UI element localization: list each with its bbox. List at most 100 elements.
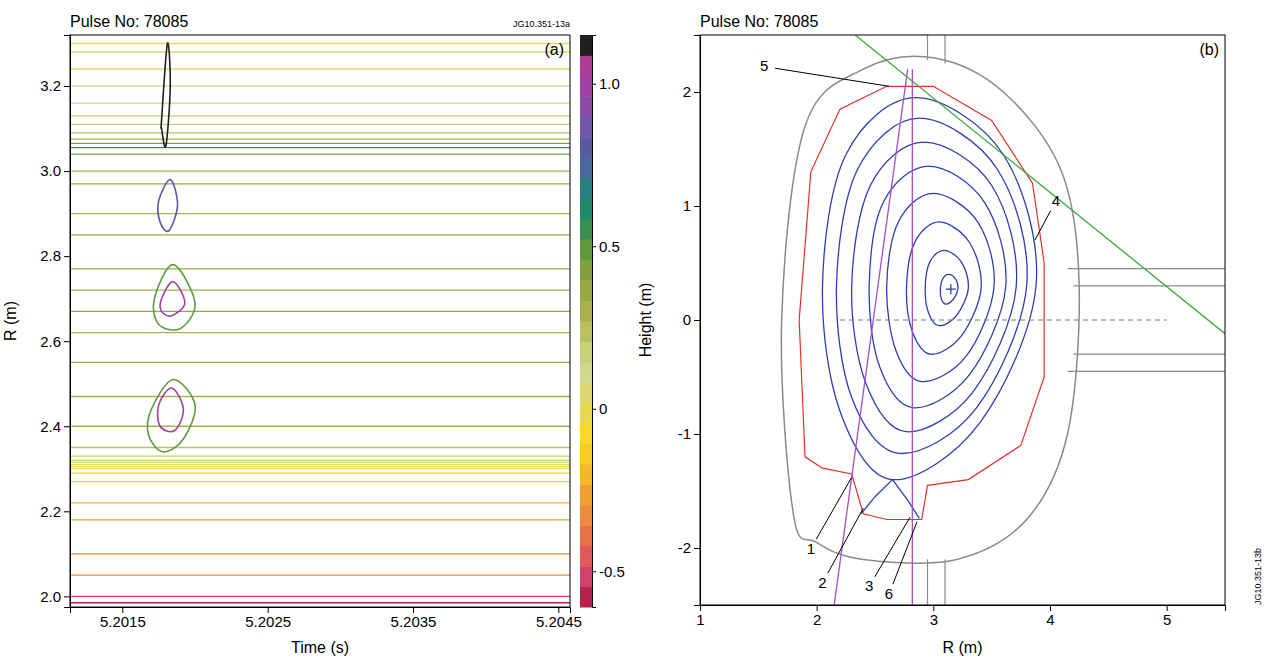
annotation: 2 [818, 574, 826, 591]
tick-label: -2 [678, 539, 691, 556]
tick: 5 [1163, 605, 1171, 628]
colorbar-cell [580, 484, 592, 505]
flux-surface [906, 222, 981, 354]
colorbar-cell [580, 260, 592, 281]
tick: 2 [683, 83, 700, 100]
contour-line [70, 124, 570, 125]
axis-line [694, 36, 701, 606]
tick-mark [592, 409, 596, 410]
tick-label: 1.0 [599, 75, 620, 92]
colorbar-cell [580, 239, 592, 260]
port [944, 35, 945, 64]
contour-line [70, 332, 570, 333]
tick: 3.2 [40, 77, 70, 94]
contour-line [70, 68, 570, 69]
colorbar-cell [580, 321, 592, 342]
contour-line [70, 311, 570, 312]
tick-label: 3.0 [40, 162, 61, 179]
contour-line [70, 447, 570, 448]
contour-line [70, 596, 570, 597]
colorbar-cell [580, 117, 592, 138]
leader-line [828, 508, 864, 573]
sight-line [855, 35, 1225, 334]
tick: -0.5 [592, 563, 625, 580]
x-axis-title: R (m) [943, 639, 983, 656]
title: Pulse No: 78085 [700, 13, 818, 30]
contour-line [70, 466, 570, 467]
tick-mark [64, 596, 70, 597]
colorbar-cell [580, 280, 592, 301]
first-wall [799, 86, 1044, 519]
tick-mark [694, 206, 700, 207]
annotation: 1 [807, 540, 815, 557]
contour-line [70, 455, 570, 456]
annotation: 5 [760, 57, 768, 74]
figure-code: JG10.351-13b [1253, 548, 1263, 605]
contour-line [70, 115, 570, 116]
axis: -0.500.51.0 [592, 36, 625, 608]
colorbar-cell [580, 178, 592, 199]
colorbar-cell [580, 403, 592, 424]
contour-line [70, 464, 570, 465]
title: Pulse No: 78085 [70, 13, 188, 30]
colorbar-cell [580, 587, 592, 608]
colorbar-cell [580, 341, 592, 362]
axis: 5.20155.20255.20355.2045 [71, 607, 582, 630]
contour-blob [161, 43, 170, 147]
tick-mark [694, 92, 700, 93]
tick: 3 [930, 605, 938, 628]
contour-line [70, 602, 570, 603]
contour-line [70, 519, 570, 520]
port [927, 559, 928, 605]
contour-line [70, 143, 570, 144]
tick: 2.2 [40, 503, 70, 520]
contour-line [70, 170, 570, 171]
panel-label: (b) [1199, 41, 1219, 58]
sight-line [834, 69, 908, 605]
tick: 4 [1046, 605, 1054, 628]
contour-line [70, 139, 570, 140]
plot-area [775, 35, 1225, 605]
leader-line [1035, 211, 1051, 241]
tick: 3.0 [40, 162, 70, 179]
leader-line [775, 68, 889, 86]
contour-line [70, 468, 570, 469]
annotation: 6 [885, 585, 893, 602]
tick: 2.6 [40, 333, 70, 350]
tick: 2.0 [40, 588, 70, 605]
colorbar-cell [580, 423, 592, 444]
port [1073, 285, 1225, 286]
figure: 5.20155.20255.20355.20452.02.22.42.62.83… [0, 0, 1269, 663]
tick-label: 1 [696, 611, 704, 628]
tick: 5.2045 [536, 607, 582, 630]
tick-label: 5 [1163, 611, 1171, 628]
axis-line [701, 606, 1226, 612]
contour-line [70, 43, 570, 44]
contour-line [70, 234, 570, 235]
magnetic-axis [946, 284, 956, 294]
tick: 5.2025 [245, 607, 291, 630]
tick: 0 [683, 311, 700, 328]
colorbar-cell [580, 546, 592, 567]
contour-line [70, 362, 570, 363]
contour-line [70, 553, 570, 554]
contour-blob [147, 379, 195, 451]
tick-mark [64, 341, 70, 342]
tick-mark [64, 426, 70, 427]
x-axis-title: Time (s) [291, 639, 349, 656]
colorbar-cell [580, 35, 592, 56]
contour-blob [153, 265, 195, 330]
tick-mark [694, 320, 700, 321]
colorbar-cell [580, 444, 592, 465]
colorbar-cell [580, 137, 592, 158]
colorbar-cell [580, 525, 592, 546]
divertor-leg [861, 480, 893, 514]
contour-line [70, 102, 570, 103]
tick-mark [64, 171, 70, 172]
plot-area [70, 43, 570, 603]
colorbar-cell [580, 382, 592, 403]
axis: 2.02.22.42.62.83.03.2 [40, 36, 70, 608]
leader-line [816, 477, 851, 539]
colorbar-cell [580, 158, 592, 179]
tick-label: -0.5 [599, 563, 625, 580]
